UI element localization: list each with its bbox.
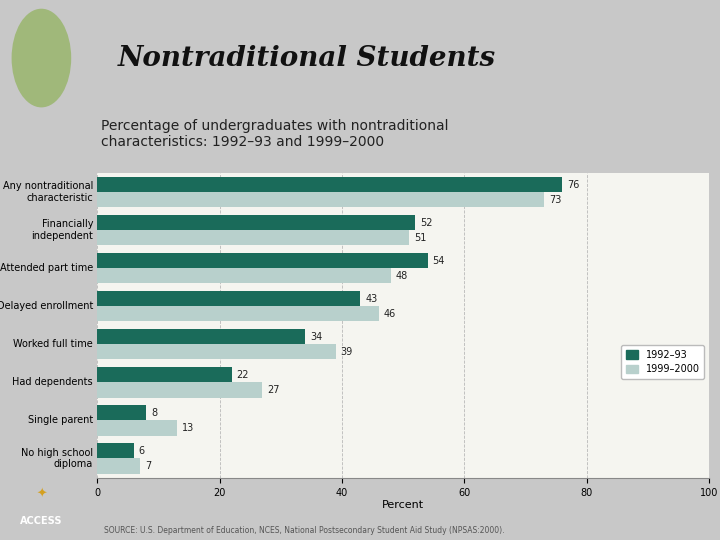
Bar: [97, 329, 305, 345]
Bar: [97, 458, 140, 474]
Text: Percentage of undergraduates with nontraditional
characteristics: 1992–93 and 19: Percentage of undergraduates with nontra…: [101, 119, 449, 149]
Bar: [97, 367, 232, 382]
Legend: 1992–93, 1999–2000: 1992–93, 1999–2000: [621, 345, 704, 379]
Bar: [97, 443, 134, 458]
Text: 54: 54: [433, 256, 445, 266]
Text: Nontraditional Students: Nontraditional Students: [118, 44, 496, 71]
Text: 43: 43: [365, 294, 377, 304]
Bar: [97, 345, 336, 360]
Text: 48: 48: [396, 271, 408, 281]
Bar: [97, 215, 415, 230]
Text: 6: 6: [139, 446, 145, 456]
Bar: [97, 406, 146, 421]
Bar: [97, 253, 428, 268]
Bar: [97, 421, 177, 436]
X-axis label: Percent: Percent: [382, 501, 424, 510]
Text: 39: 39: [341, 347, 353, 357]
Text: ACCESS: ACCESS: [20, 516, 63, 526]
Ellipse shape: [12, 9, 71, 107]
Text: 8: 8: [151, 408, 157, 418]
Text: 73: 73: [549, 195, 561, 205]
Text: 51: 51: [414, 233, 426, 243]
Text: 76: 76: [567, 180, 580, 190]
Text: 27: 27: [267, 385, 280, 395]
Text: 13: 13: [181, 423, 194, 433]
Text: 52: 52: [420, 218, 433, 228]
Bar: [97, 382, 262, 397]
Text: 34: 34: [310, 332, 323, 342]
Text: SOURCE: U.S. Department of Education, NCES, National Postsecondary Student Aid S: SOURCE: U.S. Department of Education, NC…: [104, 525, 505, 535]
Text: 22: 22: [237, 370, 249, 380]
Text: 7: 7: [145, 461, 151, 471]
Text: ✦: ✦: [36, 488, 47, 501]
Text: 46: 46: [384, 309, 396, 319]
Bar: [97, 268, 391, 284]
Bar: [97, 192, 544, 207]
Bar: [97, 230, 409, 245]
Bar: [97, 306, 379, 321]
Bar: [97, 177, 562, 192]
Bar: [97, 291, 361, 306]
